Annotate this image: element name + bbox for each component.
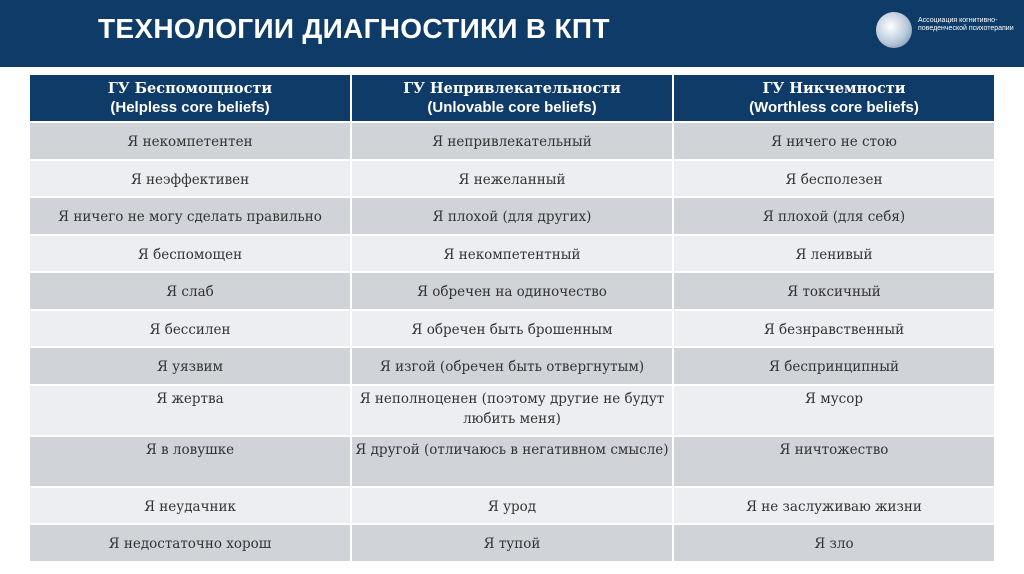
table-row: Я уязвим Я изгой (обречен быть отвергнуты… bbox=[28, 346, 996, 386]
logo-text: Ассоциация когнитивно-поведенческой псих… bbox=[918, 17, 1014, 32]
table-cell: Я беспомощен bbox=[28, 233, 352, 273]
table-cell: Я недостаточно хорош bbox=[28, 523, 352, 563]
table-cell: Я не заслуживаю жизни bbox=[672, 485, 996, 525]
column-header-worthless: ГУ Никчемности (Worthless core beliefs) bbox=[672, 75, 996, 123]
table-cell: Я ничего не стою bbox=[672, 121, 996, 161]
page-title: ТЕХНОЛОГИИ ДИАГНОСТИКИ В КПТ bbox=[98, 13, 610, 44]
table-cell: Я жертва bbox=[28, 383, 352, 437]
column-header-ru: ГУ Беспомощности bbox=[107, 80, 273, 97]
table-header-row: ГУ Беспомощности (Helpless core beliefs) … bbox=[28, 75, 996, 123]
table-cell: Я ничтожество bbox=[672, 434, 996, 488]
column-header-en: (Worthless core beliefs) bbox=[749, 99, 919, 116]
table-row: Я неэффективен Я нежеланный Я бесполезен bbox=[28, 158, 996, 198]
globe-icon bbox=[876, 12, 912, 48]
table-cell: Я обречен на одиночество bbox=[350, 271, 674, 311]
table-cell: Я уязвим bbox=[28, 346, 352, 386]
table-row: Я недостаточно хорош Я тупой Я зло bbox=[28, 523, 996, 563]
table-cell: Я другой (отличаюсь в негативном смысле) bbox=[350, 434, 674, 488]
table-row: Я жертва Я неполноценен (поэтому другие н… bbox=[28, 383, 996, 437]
table-cell: Я обречен быть брошенным bbox=[350, 308, 674, 348]
table-cell: Я изгой (обречен быть отвергнутым) bbox=[350, 346, 674, 386]
column-header-unlovable: ГУ Непривлекательности (Unlovable core be… bbox=[350, 75, 674, 123]
table-cell: Я слаб bbox=[28, 271, 352, 311]
table-row: Я бессилен Я обречен быть брошенным Я безн… bbox=[28, 308, 996, 348]
table-row: Я в ловушке Я другой (отличаюсь в негатив… bbox=[28, 434, 996, 488]
table-cell: Я некомпетентен bbox=[28, 121, 352, 161]
table-cell: Я беспринципный bbox=[672, 346, 996, 386]
core-beliefs-table: ГУ Беспомощности (Helpless core beliefs) … bbox=[28, 75, 996, 563]
table-cell: Я некомпетентный bbox=[350, 233, 674, 273]
column-header-ru: ГУ Непривлекательности bbox=[403, 80, 621, 97]
table-cell: Я ничего не могу сделать правильно bbox=[28, 196, 352, 236]
table-cell: Я плохой (для других) bbox=[350, 196, 674, 236]
table-cell: Я мусор bbox=[672, 383, 996, 437]
table-cell: Я бессилен bbox=[28, 308, 352, 348]
table-row: Я некомпетентен Я непривлекательный Я ниче… bbox=[28, 121, 996, 161]
association-logo: Ассоциация когнитивно-поведенческой псих… bbox=[876, 12, 1016, 52]
header-bar: ТЕХНОЛОГИИ ДИАГНОСТИКИ В КПТ Ассоциация … bbox=[0, 0, 1024, 67]
table-cell: Я нежеланный bbox=[350, 158, 674, 198]
table-cell: Я урод bbox=[350, 485, 674, 525]
column-header-ru: ГУ Никчемности bbox=[762, 80, 906, 97]
table-cell: Я неудачник bbox=[28, 485, 352, 525]
table-cell: Я непривлекательный bbox=[350, 121, 674, 161]
table-cell: Я токсичный bbox=[672, 271, 996, 311]
table-cell: Я неполноценен (поэтому другие не будут … bbox=[350, 383, 674, 437]
table-cell: Я тупой bbox=[350, 523, 674, 563]
table-cell: Я бесполезен bbox=[672, 158, 996, 198]
table-row: Я неудачник Я урод Я не заслуживаю жизни bbox=[28, 485, 996, 525]
table-row: Я ничего не могу сделать правильно Я плох… bbox=[28, 196, 996, 236]
table-cell: Я в ловушке bbox=[28, 434, 352, 488]
table-cell: Я неэффективен bbox=[28, 158, 352, 198]
table-cell: Я безнравственный bbox=[672, 308, 996, 348]
table-cell: Я плохой (для себя) bbox=[672, 196, 996, 236]
column-header-helpless: ГУ Беспомощности (Helpless core beliefs) bbox=[28, 75, 352, 123]
column-header-en: (Unlovable core beliefs) bbox=[427, 99, 597, 116]
table-cell: Я ленивый bbox=[672, 233, 996, 273]
column-header-en: (Helpless core beliefs) bbox=[110, 99, 270, 116]
table-row: Я беспомощен Я некомпетентный Я ленивый bbox=[28, 233, 996, 273]
table-row: Я слаб Я обречен на одиночество Я токсичны… bbox=[28, 271, 996, 311]
table-cell: Я зло bbox=[672, 523, 996, 563]
